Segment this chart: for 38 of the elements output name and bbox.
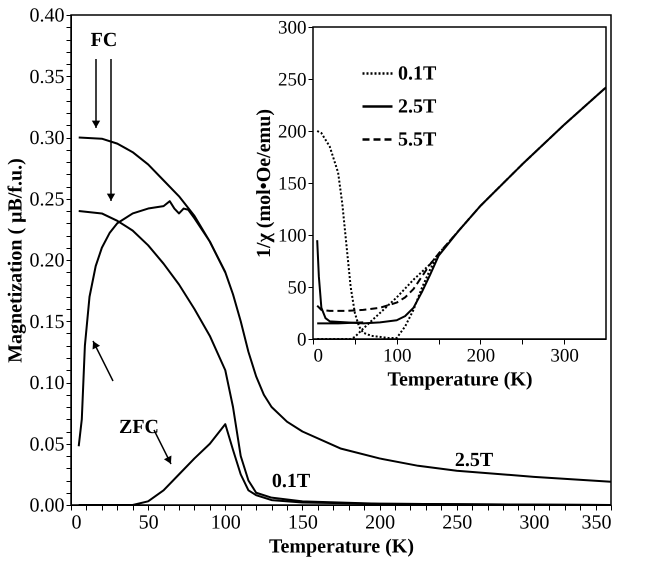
annotation: 2.5T (454, 449, 494, 471)
y-tick-label: 0.20 (30, 250, 64, 272)
x-tick-label: 0 (314, 346, 323, 366)
x-tick-label: 350 (582, 512, 612, 534)
y-tick-label: 0.05 (30, 433, 64, 456)
x-axis-title: Temperature (K) (269, 536, 414, 558)
y-tick-label: 0.10 (30, 372, 64, 394)
annotation: 0.1T (272, 470, 311, 492)
x-tick-label: 300 (550, 346, 579, 366)
annotation: ZFC (119, 416, 159, 438)
x-tick-label: 100 (210, 512, 241, 534)
y-tick-label: 200 (278, 122, 306, 142)
y-tick-label: 50 (288, 278, 306, 298)
legend-label: 5.5T (398, 128, 437, 150)
y-tick-label: 0 (297, 330, 306, 350)
x-tick-label: 250 (442, 512, 472, 534)
annotation: FC (90, 29, 118, 51)
x-axis-title: Temperature (K) (388, 368, 532, 390)
y-tick-label: 150 (278, 174, 306, 194)
y-tick-label: 100 (278, 226, 306, 246)
y-tick-label: 0.15 (30, 310, 64, 333)
x-tick-label: 200 (466, 346, 496, 366)
x-tick-label: 100 (382, 346, 412, 366)
x-tick-label: 200 (365, 512, 396, 534)
y-tick-label: 0.40 (30, 4, 64, 26)
x-tick-label: 300 (519, 512, 550, 534)
y-axis-title: 1/χ (mol•Oe/emu) (253, 109, 275, 258)
y-axis-title: Magnetization ( μB/f.u.) (4, 158, 26, 363)
y-tick-label: 0.35 (30, 66, 64, 88)
y-tick-label: 0.25 (30, 188, 64, 210)
x-tick-label: 0 (72, 512, 82, 534)
x-tick-label: 50 (138, 512, 159, 534)
y-tick-label: 250 (278, 70, 306, 90)
y-tick-label: 0.00 (30, 494, 64, 516)
legend-label: 0.1T (398, 62, 437, 84)
legend-label: 2.5T (398, 96, 437, 118)
y-tick-label: 300 (278, 18, 306, 38)
y-tick-label: 0.30 (30, 127, 64, 149)
